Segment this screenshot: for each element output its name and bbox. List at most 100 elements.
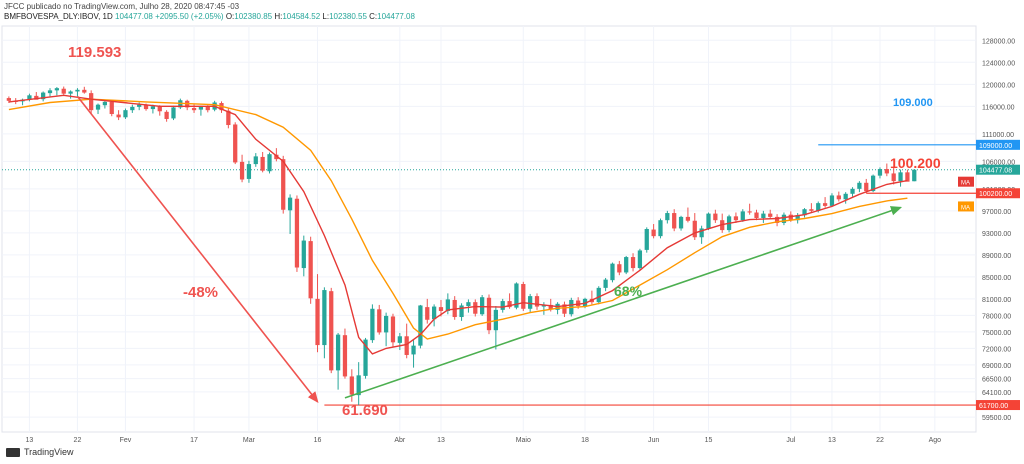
candle-body [651,229,656,237]
candle-body [54,88,59,91]
x-tick-label: Jun [648,437,659,444]
candle-body [377,309,382,333]
drop-arrow [76,95,319,404]
candle-body [260,156,265,171]
candle-body [95,104,101,110]
x-tick-label: 13 [26,437,34,444]
ma-tag-label: MA [961,205,970,211]
price-tag [976,188,1020,199]
candle-body [233,124,238,163]
candle-body [68,91,73,94]
candle-body [905,172,910,182]
y-tick-label: 111000.00 [982,132,1014,139]
candle-body [349,376,354,395]
tradingview-logo-icon [6,447,20,457]
candle-body [274,154,279,160]
candle-body [157,106,162,112]
candle-body [102,101,108,106]
candle-body [795,215,800,221]
candle-body [109,101,114,115]
y-tick-label: 59500.00 [982,415,1011,422]
candle-body [253,156,258,165]
price-tag-label: 100200.00 [979,191,1012,198]
candle-body [425,307,430,320]
candle-body [534,296,540,307]
x-tick-label: Abr [394,437,406,444]
candle-body [34,95,39,100]
price-tag-label: 109000.00 [979,143,1012,150]
blue-level-label: 109.000 [893,97,933,109]
ma-tag-label: MA [961,181,970,187]
candle-body [137,104,142,107]
candle-body [342,335,348,377]
red-level-label: 100.200 [890,155,941,171]
candle-body [658,220,663,237]
candle-body [857,182,862,189]
candle-body [617,264,622,273]
close-value: 104477.08 [377,12,415,21]
candle-body [459,305,464,318]
x-tick-label: 15 [705,437,713,444]
candle-body [363,339,368,376]
candle-body [500,301,505,310]
moving-averages [8,94,908,355]
candle-body [82,89,87,93]
candle-body [246,164,252,179]
candle-body [864,182,869,192]
candle-body [877,169,883,176]
x-tick-label: 18 [581,437,589,444]
drop-label: -48% [183,284,218,301]
candle-body [432,306,437,320]
candle-body [521,284,526,309]
candle-body [6,98,11,101]
tradingview-footer[interactable]: TradingView [6,447,74,457]
candle-body [61,88,66,94]
low-value: 102380.55 [329,12,367,21]
y-tick-label: 120000.00 [982,82,1015,89]
candle-body [665,213,670,221]
candle-body [356,375,361,396]
candle-body [301,240,306,269]
price-tag-label: 104477.08 [979,168,1012,175]
candle-body [685,216,691,221]
candle-body [390,316,396,343]
candle-body [205,106,210,111]
candle-body [267,154,272,172]
high-value: 104584.52 [282,12,321,21]
candle-body [411,345,416,355]
candle-body [239,161,245,180]
y-tick-label: 66500.00 [982,377,1011,384]
candle-body [754,212,759,218]
candle-body [89,93,94,111]
candle-body [329,291,334,371]
bottom-label: 61.690 [342,402,388,419]
candle-body [397,336,402,343]
x-tick-label: 22 [876,437,884,444]
candle-body [281,159,286,210]
candle-body [541,304,546,307]
y-tick-label: 81000.00 [982,297,1011,304]
y-tick-label: 75000.00 [982,330,1011,337]
candle-body [699,228,704,238]
y-tick-label: 89000.00 [982,253,1011,260]
x-tick-label: 13 [437,437,445,444]
ma-fast-line [8,94,908,355]
open-value: 102380.85 [234,12,273,21]
annotations: 119.593 -48% 61.690 68% 109.000 100.200 [68,44,941,419]
candle-body [466,302,471,307]
candle-body [870,175,876,192]
plot-frame [1,25,977,433]
candle-body [637,250,643,269]
ma-slow-line [8,98,908,340]
candle-body [596,287,601,303]
price-tag [976,139,1020,150]
y-tick-label: 85000.00 [982,275,1011,282]
candle-body [774,216,780,223]
candle-body [486,297,492,331]
candle-body [418,305,423,346]
y-tick-label: 64100.00 [982,390,1011,397]
candle-body [747,211,752,213]
candle-body [781,214,787,223]
y-tick-label: 128000.00 [982,38,1015,45]
